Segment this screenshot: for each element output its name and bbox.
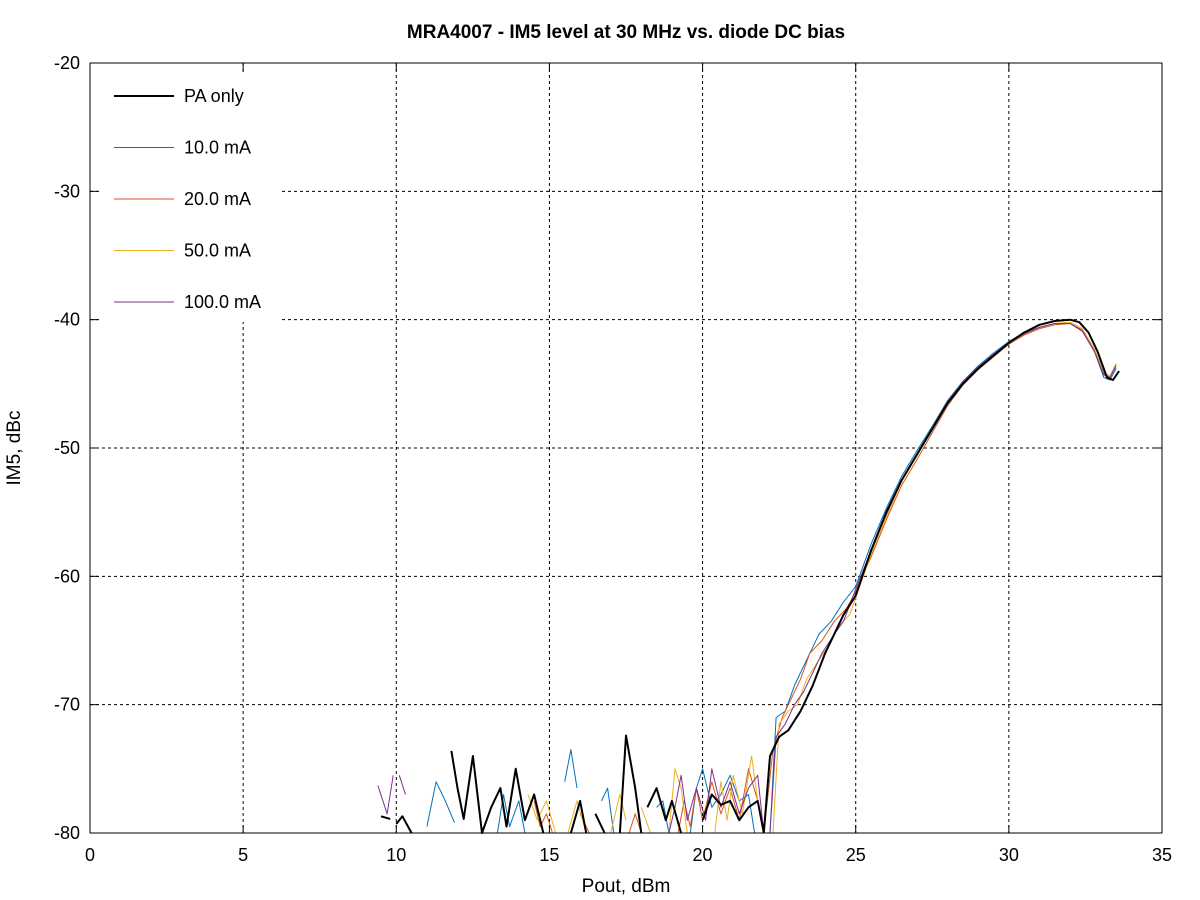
legend-label: 10.0 mA xyxy=(184,138,251,158)
series-line-10-0-ma xyxy=(601,787,615,834)
series-line-10-0-ma xyxy=(496,794,526,834)
chart-title: MRA4007 - IM5 level at 30 MHz vs. diode … xyxy=(407,22,845,43)
series-line-100-0-ma xyxy=(398,775,406,795)
legend-label: PA only xyxy=(184,86,244,106)
x-axis-label: Pout, dBm xyxy=(582,876,671,897)
x-tick-label: 10 xyxy=(386,845,406,865)
series-line-20-0-ma xyxy=(628,813,642,834)
series-line-pa-only xyxy=(618,734,643,834)
series-line-pa-only xyxy=(395,815,413,834)
series-line-10-0-ma xyxy=(656,800,670,834)
y-axis-label: IM5, dBc xyxy=(4,411,25,486)
legend: PA only 10.0 mA 20.0 mA 50.0 mA 100.0 mA xyxy=(100,72,282,322)
y-tick-label: -50 xyxy=(54,438,80,458)
x-tick-label: 25 xyxy=(846,845,866,865)
series-line-pa-only xyxy=(450,750,545,834)
x-tick-label: 35 xyxy=(1152,845,1172,865)
series-line-pa-only xyxy=(701,793,765,834)
x-tick-label: 30 xyxy=(999,845,1019,865)
y-tick-label: -40 xyxy=(54,310,80,330)
legend-background xyxy=(100,72,282,322)
axis-ticks: 0 5 10 15 20 25 30 35 -80 -70 -60 -50 -40 -30 -20 xyxy=(54,53,1172,865)
series-line-pa-only xyxy=(380,815,391,820)
series-line-100-0-ma xyxy=(377,775,394,815)
series-line-50-0-ma xyxy=(567,800,587,834)
legend-label: 20.0 mA xyxy=(184,189,251,209)
series-line-100-0-ma xyxy=(668,768,765,834)
y-tick-label: -70 xyxy=(54,695,80,715)
series-line-pa-only xyxy=(569,799,588,834)
series-line-50-0-ma xyxy=(714,755,765,834)
series-line-50-0-ma xyxy=(610,794,627,834)
x-tick-label: 15 xyxy=(539,845,559,865)
series-line-50-0-ma xyxy=(640,807,651,834)
series-line-20-0-ma xyxy=(533,800,553,834)
series-line-pa-only xyxy=(762,318,1120,834)
series-line-pa-only xyxy=(646,787,683,834)
y-tick-label: -60 xyxy=(54,566,80,586)
series-line-pa-only xyxy=(594,813,606,834)
legend-label: 50.0 mA xyxy=(184,241,251,261)
x-tick-label: 20 xyxy=(693,845,713,865)
y-tick-label: -80 xyxy=(54,823,80,843)
series-line-10-0-ma xyxy=(564,749,578,789)
series-layer xyxy=(377,318,1120,834)
x-tick-label: 5 xyxy=(238,845,248,865)
y-tick-label: -20 xyxy=(54,53,80,73)
x-tick-label: 0 xyxy=(85,845,95,865)
series-line-20-0-ma xyxy=(677,768,765,834)
series-line-50-0-ma xyxy=(527,794,557,834)
legend-label: 100.0 mA xyxy=(184,292,261,312)
y-tick-label: -30 xyxy=(54,181,80,201)
series-line-10-0-ma xyxy=(426,781,455,827)
